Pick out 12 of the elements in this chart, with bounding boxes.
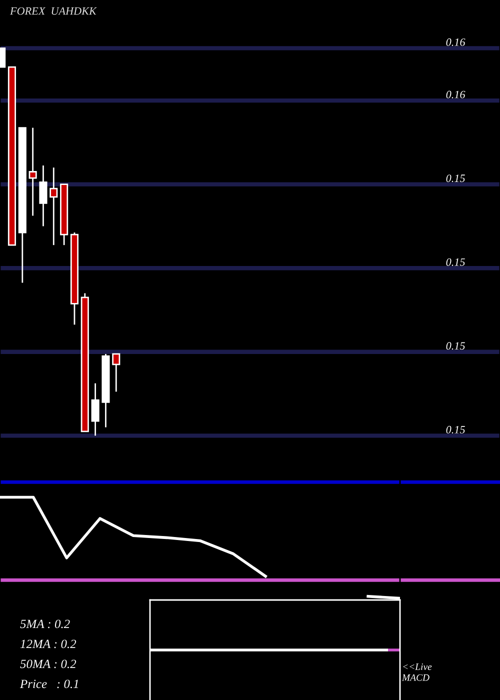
y-tick-label: 0.15 [446, 426, 465, 434]
y-tick-label: 0.16 [446, 90, 466, 98]
text: 50MA : 0.2 [20, 660, 76, 668]
y-tick-label: 0.15 [446, 258, 465, 266]
text: 5MA : 0.2 [20, 620, 70, 628]
chart-title: FOREX UAHDKK [10, 7, 97, 15]
y-tick-label: 0.15 [446, 174, 465, 182]
text: <<Live MACD [402, 663, 432, 681]
y-tick-label: 0.16 [446, 38, 466, 46]
y-tick-label: 0.15 [446, 342, 465, 350]
text: Price : 0.1 [20, 680, 78, 688]
text: 12MA : 0.2 [20, 640, 76, 648]
